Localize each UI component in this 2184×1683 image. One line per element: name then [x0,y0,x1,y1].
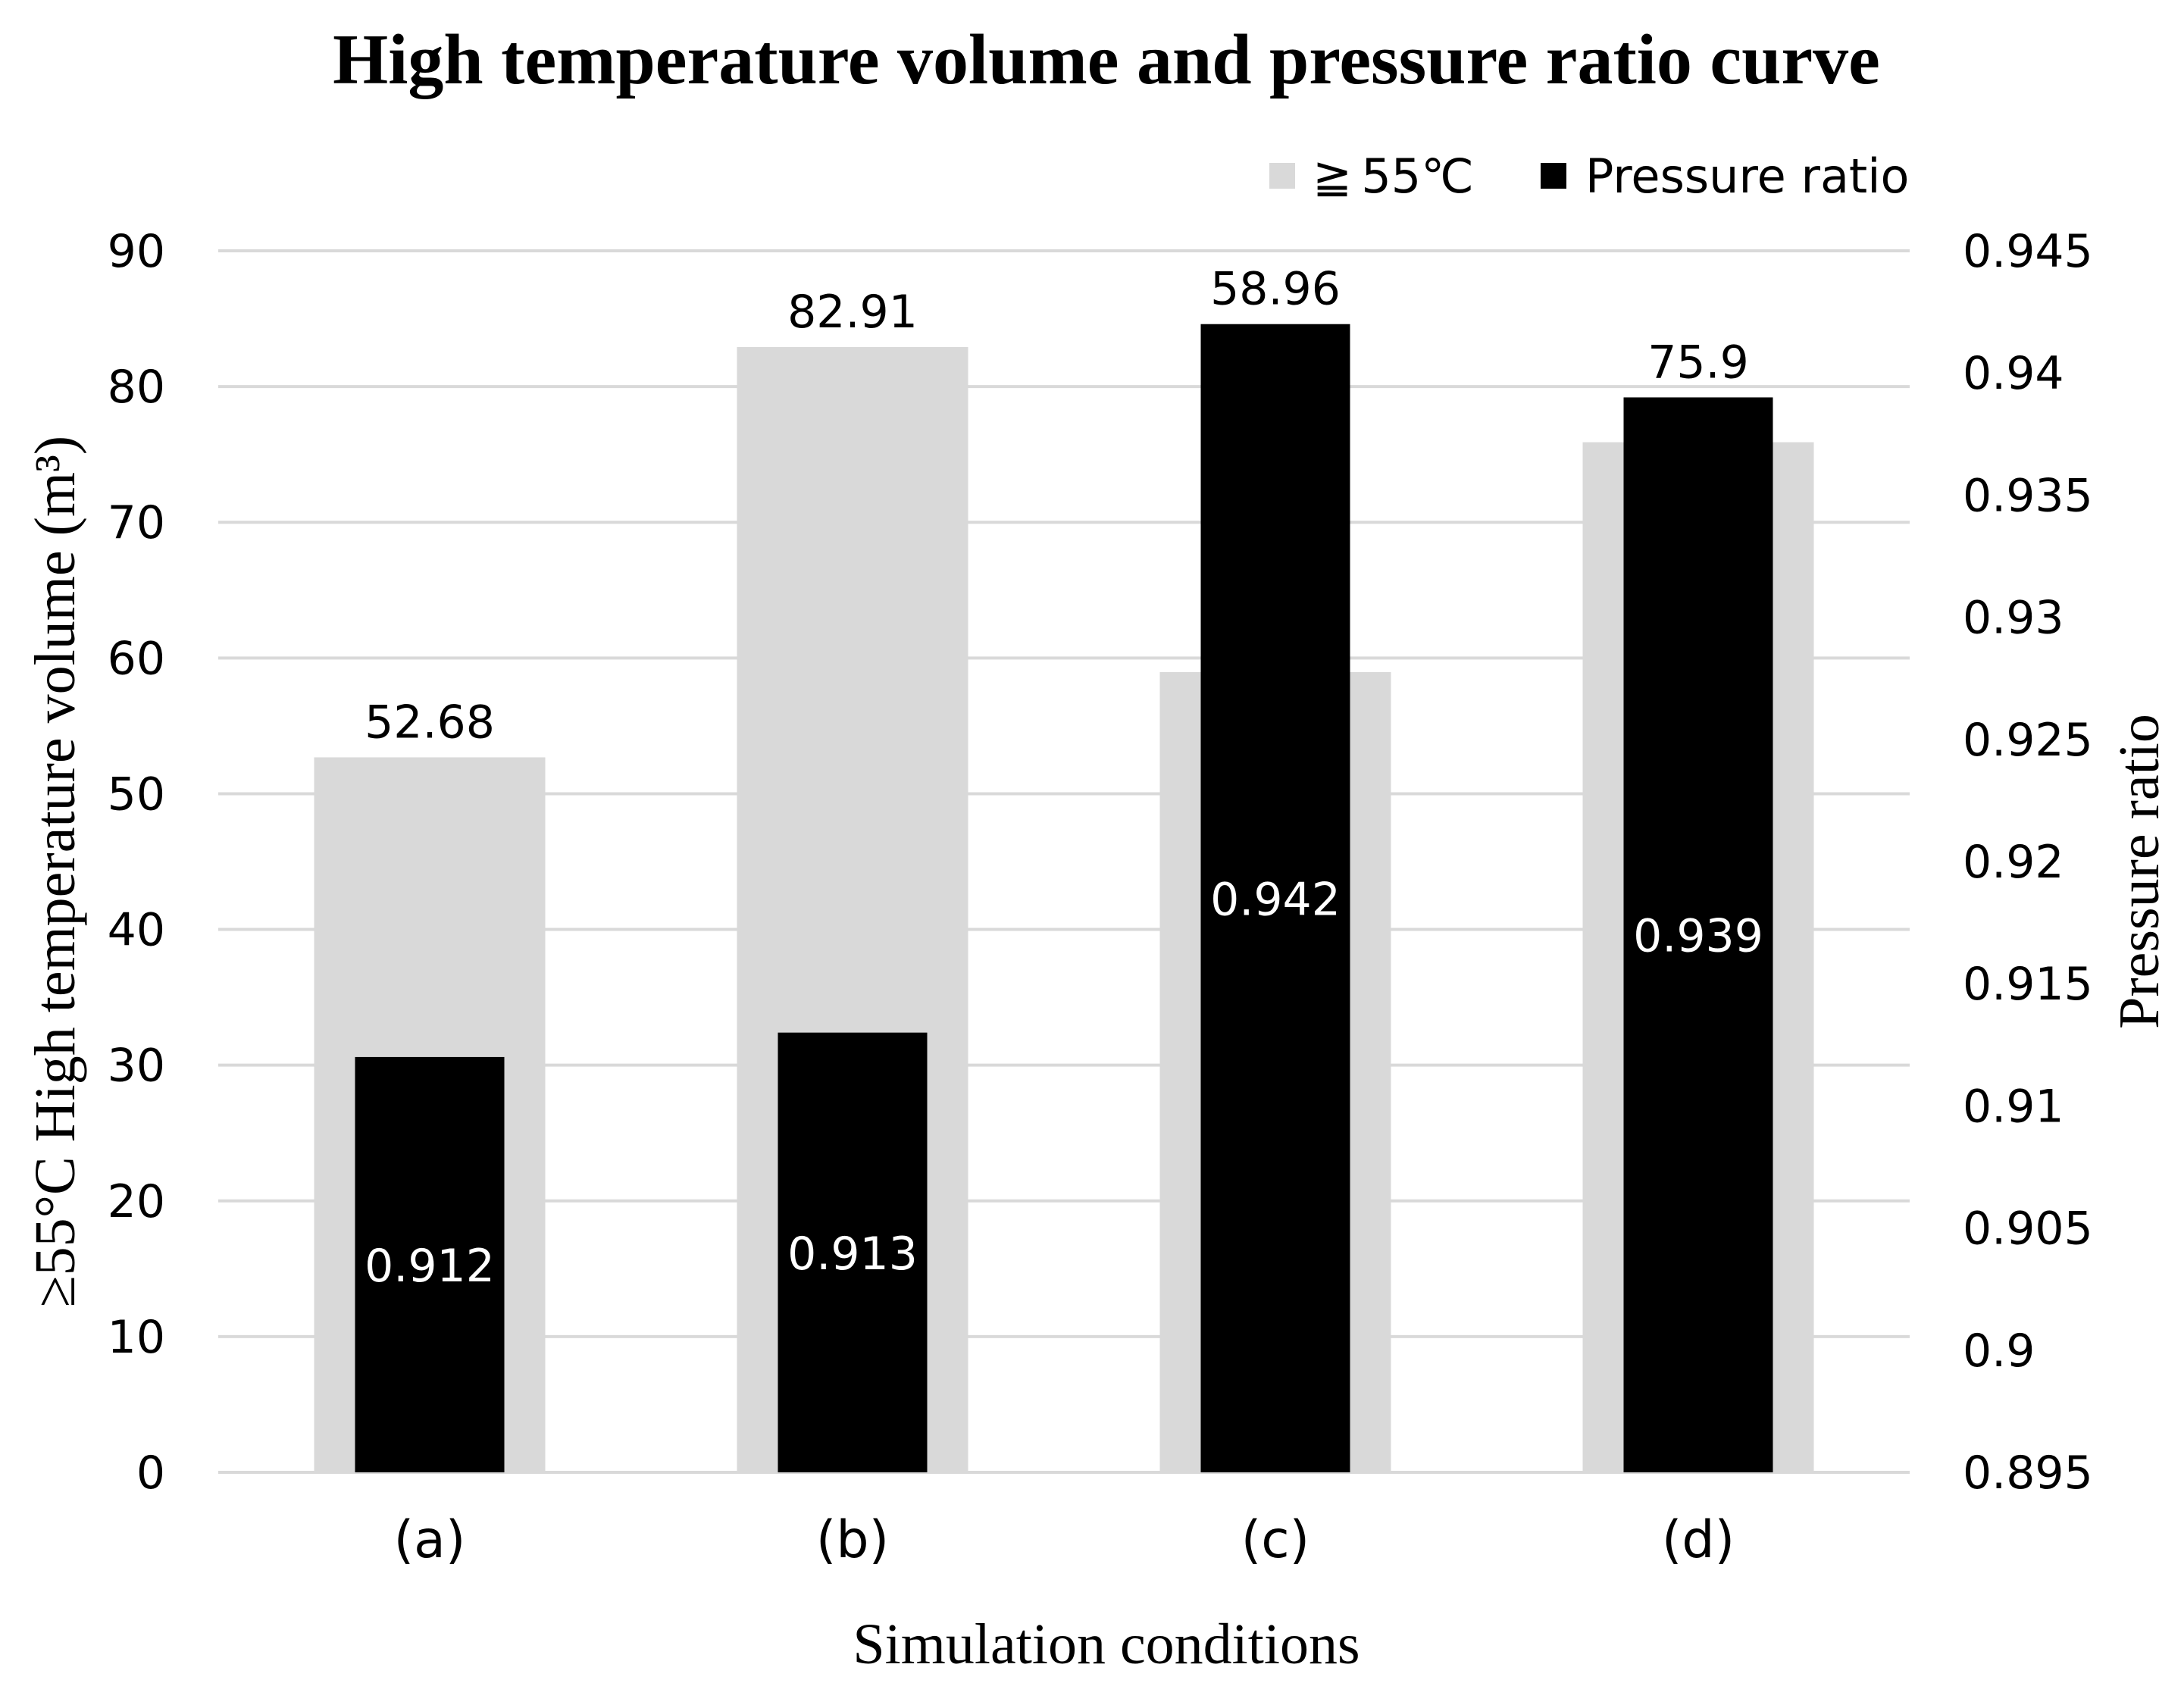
category-label: (a) [394,1510,466,1570]
category-label: (b) [816,1510,889,1570]
category-labels: (a) (b) (c) (d) [394,1510,1735,1570]
y-axis-right-title: Pressure ratio [2107,714,2171,1029]
pressure-ratio-bars [355,324,1773,1473]
y-left-tick-label: 80 [108,361,165,414]
y-left-tick-label: 70 [108,496,165,549]
left-axis-ticks: 0 10 20 30 40 50 60 70 80 90 [108,225,165,1500]
y-right-tick-label: 0.91 [1963,1080,2064,1133]
y-left-tick-label: 30 [108,1040,165,1093]
volume-bars [314,346,1814,1473]
y-right-tick-label: 0.925 [1963,714,2093,767]
pressure-ratio-bar [1200,324,1350,1473]
volume-data-label: 58.96 [1210,263,1341,316]
legend-swatch-pressure-ratio [1541,163,1566,189]
y-right-tick-label: 0.94 [1963,347,2064,400]
pressure-ratio-data-label: 0.942 [1210,873,1341,926]
pressure-ratio-bar [778,1032,928,1472]
y-right-tick-label: 0.9 [1963,1325,2035,1378]
pressure-ratio-bar [355,1056,505,1472]
y-right-tick-label: 0.915 [1963,958,2093,1011]
y-right-tick-label: 0.92 [1963,836,2064,889]
y-left-tick-label: 10 [108,1311,165,1364]
chart-title: High temperature volume and pressure rat… [333,20,1880,99]
y-left-tick-label: 0 [136,1447,165,1500]
right-axis-ticks: 0.895 0.9 0.905 0.91 0.915 0.92 0.925 0.93 0.935… [1963,225,2093,1500]
y-right-tick-label: 0.935 [1963,469,2093,522]
legend-swatch-volume [1269,163,1295,189]
category-label: (c) [1241,1510,1309,1570]
pressure-ratio-data-label: 0.913 [787,1228,918,1281]
volume-data-label: 82.91 [787,286,918,339]
data-labels: 52.68 0.912 82.91 0.913 58.96 0.942 75.9 0.939 [365,263,1763,1293]
y-axis-left-title: ≥55°C High temperature volume (m³) [23,436,87,1307]
pressure-ratio-data-label: 0.939 [1633,910,1763,963]
y-left-tick-label: 40 [108,904,165,957]
legend: ≧ 55℃ Pressure ratio [1269,149,1909,204]
legend-label-pressure-ratio: Pressure ratio [1585,149,1909,204]
volume-data-label: 75.9 [1647,336,1749,389]
y-right-tick-label: 0.905 [1963,1203,2093,1256]
y-right-tick-label: 0.93 [1963,592,2064,645]
x-axis-title: Simulation conditions [853,1613,1360,1676]
category-label: (d) [1662,1510,1735,1570]
y-left-tick-label: 60 [108,632,165,685]
y-left-tick-label: 50 [108,768,165,821]
y-right-tick-label: 0.895 [1963,1447,2093,1500]
volume-data-label: 52.68 [365,696,495,749]
pressure-ratio-bar [1623,397,1773,1473]
y-left-tick-label: 20 [108,1175,165,1228]
y-left-tick-label: 90 [108,225,165,278]
legend-label-volume: ≧ 55℃ [1313,149,1474,204]
y-right-tick-label: 0.945 [1963,225,2093,278]
pressure-ratio-data-label: 0.912 [365,1240,495,1293]
